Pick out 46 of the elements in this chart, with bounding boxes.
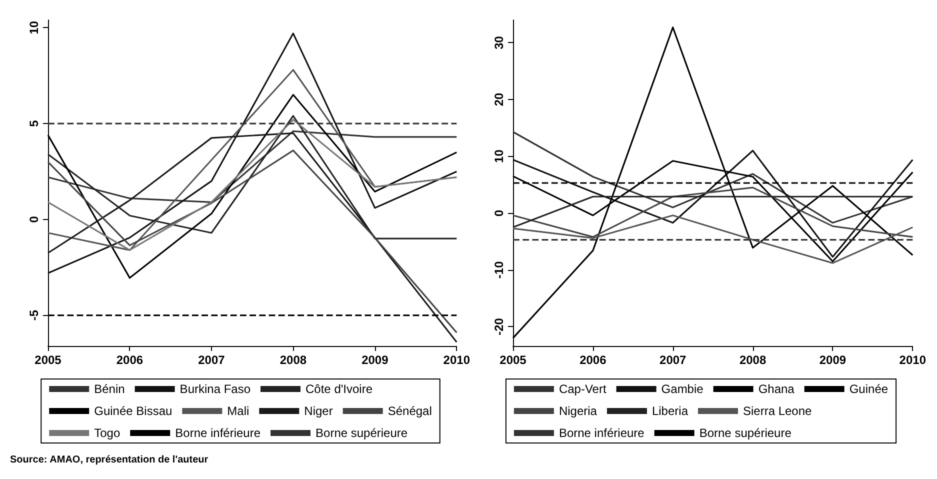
legend-label: Borne inférieure — [558, 426, 645, 440]
y-tick-label: -5 — [27, 310, 41, 321]
y-tick-label: -10 — [492, 260, 506, 279]
y-tick-label: 30 — [492, 36, 506, 50]
y-tick-label: -20 — [492, 318, 506, 336]
source-note: Source: AMAO, représentation de l'auteur — [10, 454, 208, 466]
x-tick-label: 2010 — [899, 353, 926, 367]
legend-label: Sierra Leone — [742, 404, 812, 418]
legend-label: Mali — [227, 404, 250, 418]
x-tick-label: 2007 — [660, 353, 687, 367]
line-series — [47, 130, 458, 203]
y-tick-label: 5 — [27, 120, 41, 127]
y-tick-label: 0 — [27, 216, 41, 223]
y-tick-label: 10 — [492, 149, 506, 163]
legend-label: Sénégal — [388, 404, 432, 418]
legend-label: Gambie — [661, 382, 704, 396]
y-tick-label: 20 — [492, 92, 506, 106]
legend-label: Borne supérieure — [699, 426, 792, 440]
legend-label: Borne inférieure — [175, 426, 261, 440]
x-tick-label: 2006 — [116, 353, 144, 367]
legend-label: Liberia — [652, 404, 688, 418]
legend-label: Côte d'Ivoire — [306, 382, 373, 396]
legend-label: Burkina Faso — [180, 382, 251, 396]
legend-label: Guinée — [849, 382, 888, 396]
legend-label: Guinée Bissau — [94, 404, 172, 418]
x-tick-label: 2006 — [580, 353, 607, 367]
x-tick-label: 2010 — [443, 353, 470, 367]
legend-label: Ghana — [758, 382, 795, 396]
line-series — [512, 186, 914, 238]
x-tick-label: 2008 — [739, 353, 766, 367]
y-tick-label: 10 — [27, 20, 41, 34]
x-tick-label: 2008 — [280, 353, 307, 367]
legend-label: Niger — [304, 404, 333, 418]
x-tick-label: 2005 — [34, 353, 62, 367]
line-series — [512, 131, 914, 224]
legend-label: Nigeria — [558, 404, 598, 418]
x-tick-label: 2005 — [500, 353, 527, 367]
x-tick-label: 2009 — [362, 353, 389, 367]
legend-label: Borne supérieure — [316, 426, 408, 440]
y-tick-label: 0 — [492, 209, 506, 216]
line-series — [512, 214, 914, 264]
legend-label: Bénin — [94, 382, 125, 396]
x-tick-label: 2007 — [198, 353, 226, 367]
legend-label: Cap-Vert — [558, 382, 607, 396]
legend-label: Togo — [94, 426, 120, 440]
x-tick-label: 2009 — [819, 353, 846, 367]
